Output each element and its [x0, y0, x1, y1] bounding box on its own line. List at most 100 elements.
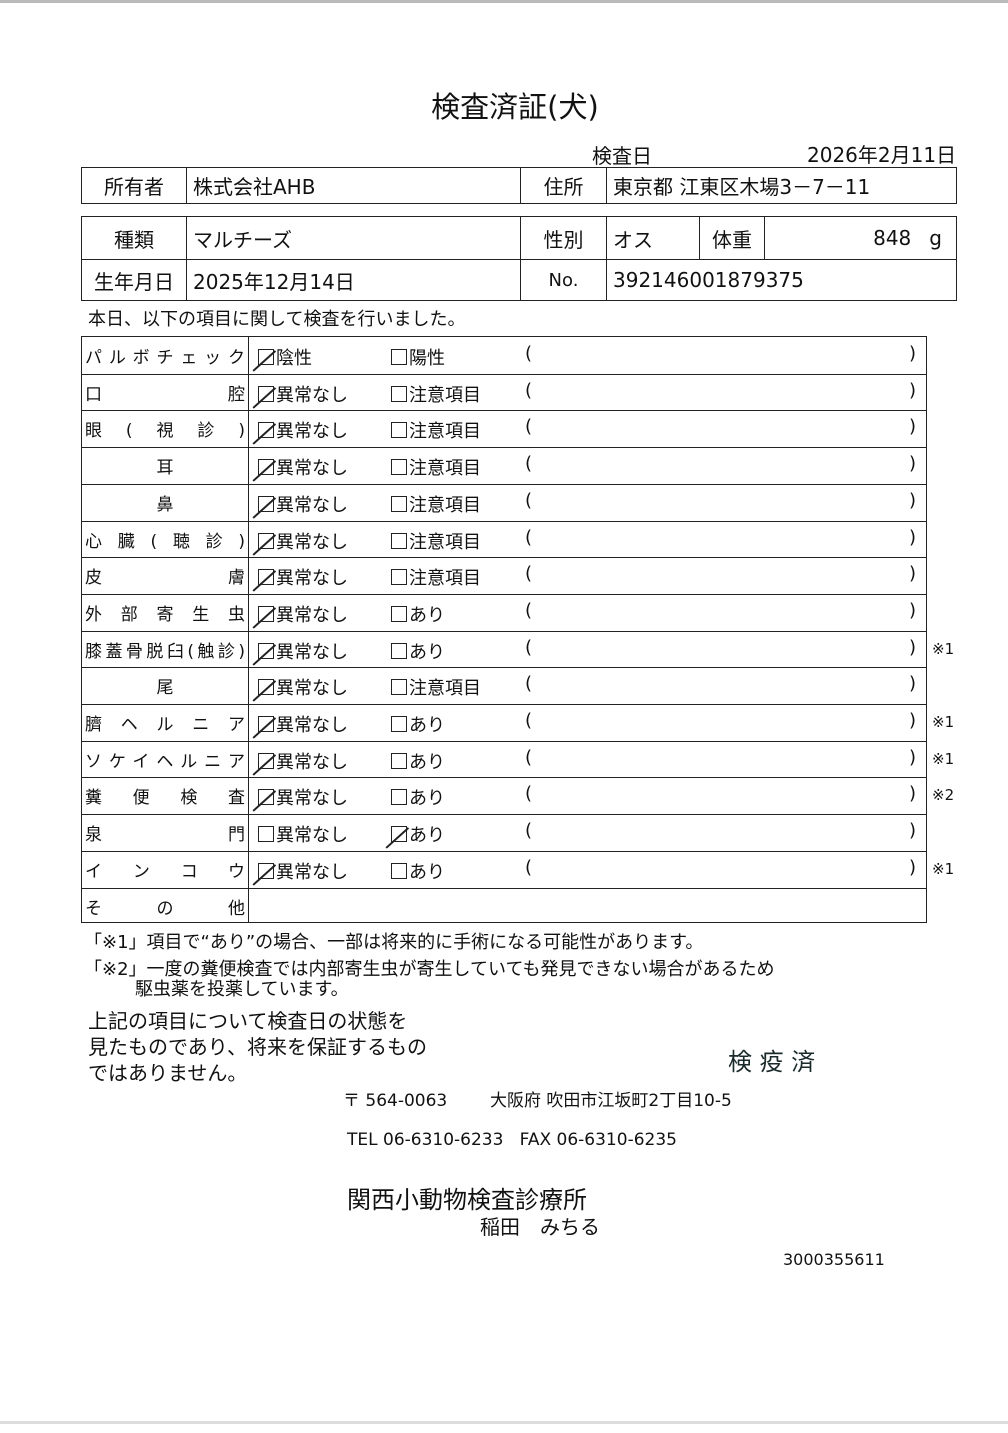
checkbox-icon[interactable]	[258, 679, 274, 696]
option-label: あり	[409, 788, 445, 810]
option-1[interactable]: 異常なし	[258, 711, 348, 737]
option-2[interactable]: 注意項目	[391, 528, 481, 554]
option-1[interactable]: 異常なし	[258, 491, 348, 517]
option-2[interactable]: 注意項目	[391, 454, 481, 480]
close-paren: )	[909, 856, 917, 878]
owner-table: 所有者 株式会社AHB 住所 東京都 江東区木場3－7－11	[81, 167, 957, 204]
inspection-row: 心臓(聴診) 異常なし 注意項目 ()	[82, 521, 926, 558]
open-paren: (	[525, 343, 533, 364]
option-2[interactable]: 注意項目	[391, 417, 481, 443]
sex-label: 性別	[520, 217, 606, 259]
checkbox-icon[interactable]	[258, 642, 274, 659]
checkbox-icon[interactable]	[391, 826, 407, 843]
row-divider	[82, 259, 956, 260]
option-label: 注意項目	[409, 678, 481, 700]
checkbox-icon[interactable]	[258, 789, 274, 806]
footnote-1: 「※1」項目で“あり”の場合、一部は将来的に手術になる可能性があります。	[84, 932, 704, 953]
option-label: 陰性	[276, 348, 312, 369]
checkbox-icon[interactable]	[258, 716, 274, 732]
checkbox-icon[interactable]	[258, 495, 274, 512]
item-label: 眼(視診)	[85, 421, 245, 442]
close-paren: )	[909, 343, 917, 364]
option-1[interactable]: 異常なし	[258, 748, 348, 774]
checkbox-icon[interactable]	[258, 826, 274, 843]
checkbox-icon[interactable]	[391, 642, 407, 659]
checkbox-icon[interactable]	[258, 862, 274, 879]
inspection-row: その他	[82, 888, 926, 925]
checkbox-icon[interactable]	[258, 422, 274, 439]
option-2[interactable]: あり	[391, 858, 445, 884]
row-divider	[82, 373, 926, 375]
close-paren: )	[909, 673, 917, 695]
checkbox-icon[interactable]	[258, 569, 274, 586]
inspection-row: パルボチェック 陰性 陽性 ()	[82, 337, 926, 374]
weight-unit: g	[929, 226, 942, 250]
option-2[interactable]: 注意項目	[391, 381, 481, 407]
open-paren: (	[525, 489, 533, 511]
option-1[interactable]: 異常なし	[258, 858, 348, 884]
option-1[interactable]: 異常なし	[258, 601, 348, 627]
open-paren: (	[525, 820, 533, 842]
exam-date-label: 検査日	[592, 144, 652, 168]
option-1[interactable]: 陰性	[258, 344, 312, 370]
checkbox-icon[interactable]	[258, 459, 274, 476]
checkbox-icon[interactable]	[258, 752, 274, 769]
option-1[interactable]: 異常なし	[258, 638, 348, 664]
option-2[interactable]: 注意項目	[391, 674, 481, 700]
option-1[interactable]: 異常なし	[258, 564, 348, 590]
checkbox-icon[interactable]	[258, 349, 274, 365]
item-label: 皮膚	[85, 568, 245, 589]
option-1[interactable]: 異常なし	[258, 381, 348, 407]
option-2[interactable]: 注意項目	[391, 564, 481, 590]
option-1[interactable]: 異常なし	[258, 784, 348, 810]
checkbox-icon[interactable]	[391, 569, 407, 586]
checkbox-icon[interactable]	[391, 679, 407, 696]
open-paren: (	[525, 710, 533, 731]
checkbox-icon[interactable]	[258, 605, 274, 622]
document-number: 3000355611	[783, 1250, 885, 1269]
option-1[interactable]: 異常なし	[258, 528, 348, 554]
option-label: あり	[409, 641, 445, 663]
checkbox-icon[interactable]	[258, 532, 274, 549]
checkbox-icon[interactable]	[391, 532, 407, 549]
option-2[interactable]: あり	[391, 821, 445, 847]
row-divider	[82, 850, 926, 852]
doctor-name: 稲田 みちる	[480, 1215, 600, 1239]
checkbox-icon[interactable]	[391, 495, 407, 512]
disclaimer-line: 上記の項目について検査日の状態を	[88, 1009, 408, 1033]
row-divider	[82, 814, 926, 816]
option-2[interactable]: あり	[391, 601, 445, 627]
checkbox-icon[interactable]	[391, 716, 407, 732]
checkbox-icon[interactable]	[391, 459, 407, 476]
inspection-row: ソケイヘルニア 異常なし あり () ※1	[82, 741, 954, 778]
item-label: 鼻	[156, 494, 174, 515]
checkbox-icon[interactable]	[258, 385, 274, 402]
checkbox-icon[interactable]	[391, 385, 407, 402]
checkbox-icon[interactable]	[391, 752, 407, 769]
no-value: 392146001879375	[606, 260, 956, 300]
open-paren: (	[525, 746, 533, 768]
option-label: あり	[409, 825, 445, 847]
option-1[interactable]: 異常なし	[258, 454, 348, 480]
scan-edge	[0, 1421, 1008, 1424]
checkbox-icon[interactable]	[391, 349, 407, 365]
option-1[interactable]: 異常なし	[258, 417, 348, 443]
checkbox-icon[interactable]	[391, 789, 407, 806]
checkbox-icon[interactable]	[391, 605, 407, 622]
checkbox-icon[interactable]	[391, 422, 407, 439]
item-label: 臍ヘルニア	[85, 715, 245, 735]
option-2[interactable]: あり	[391, 711, 445, 737]
option-1[interactable]: 異常なし	[258, 674, 348, 700]
checkbox-icon[interactable]	[391, 862, 407, 879]
close-paren: )	[909, 526, 917, 548]
option-2[interactable]: 陽性	[391, 344, 445, 370]
option-2[interactable]: あり	[391, 748, 445, 774]
option-2[interactable]: 注意項目	[391, 491, 481, 517]
option-2[interactable]: あり	[391, 784, 445, 810]
option-1[interactable]: 異常なし	[258, 821, 348, 847]
option-label: 異常なし	[276, 825, 348, 847]
item-note: ※1	[932, 639, 955, 658]
open-paren: (	[525, 563, 533, 585]
option-label: あり	[409, 715, 445, 736]
option-2[interactable]: あり	[391, 638, 445, 664]
